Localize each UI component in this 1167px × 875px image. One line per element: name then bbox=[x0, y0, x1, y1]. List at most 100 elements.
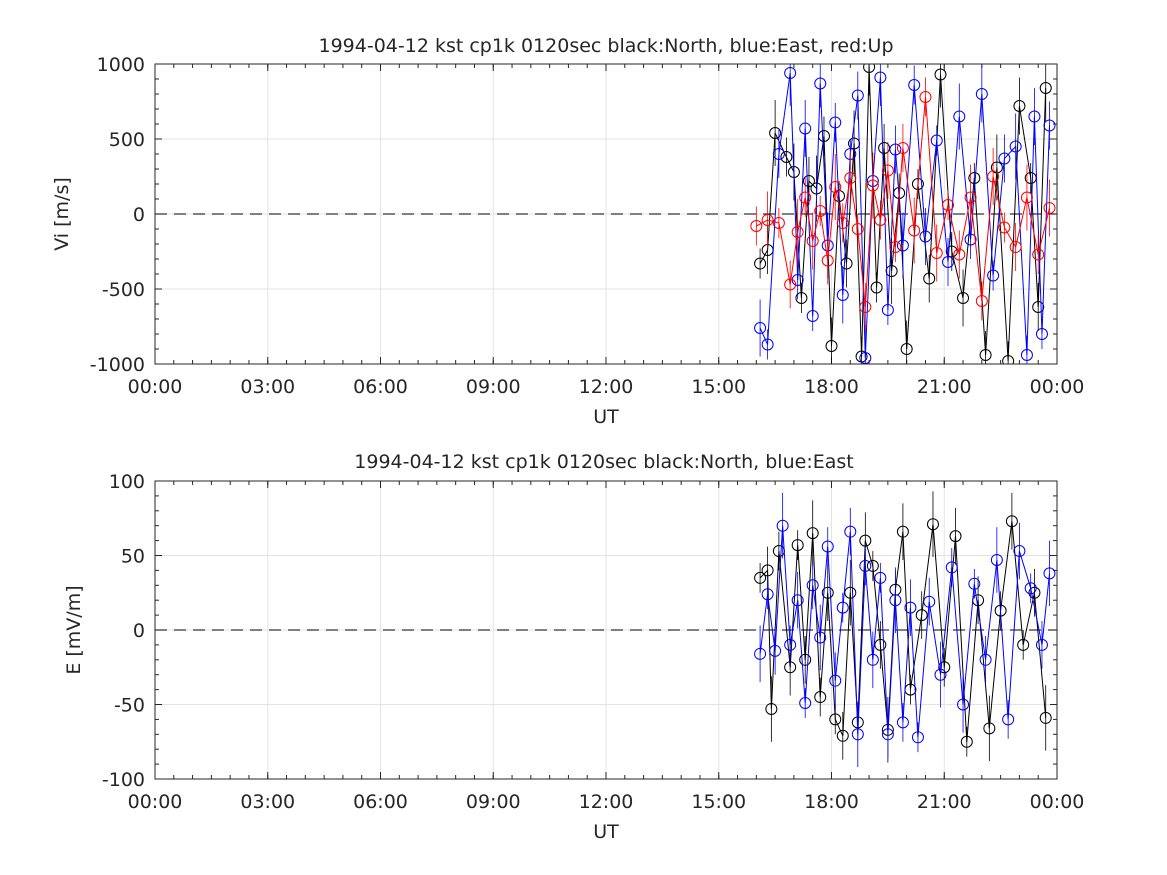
e-north-point bbox=[938, 661, 951, 674]
e-north-line bbox=[759, 521, 1047, 742]
e-y-axis-label: E [mV/m] bbox=[63, 585, 85, 674]
e-series-east bbox=[754, 492, 1056, 768]
e-east-point bbox=[968, 577, 981, 590]
e-north-point bbox=[1017, 638, 1030, 651]
vi-up-point bbox=[784, 278, 797, 291]
e-east-point bbox=[945, 561, 958, 574]
vi-up-point bbox=[998, 221, 1011, 234]
vi-east-point bbox=[851, 89, 864, 102]
vi-up-point bbox=[1009, 241, 1022, 253]
vi-east-point bbox=[1043, 119, 1056, 132]
e-east-point bbox=[821, 540, 834, 553]
vi-north-point bbox=[945, 245, 958, 258]
vi-up-point bbox=[908, 224, 921, 237]
e-x-tick-label: 03:00 bbox=[240, 791, 295, 813]
e-y-tick-label: 50 bbox=[121, 546, 145, 568]
e-east-point bbox=[791, 594, 804, 607]
e-north-point bbox=[1005, 515, 1018, 528]
e-north-point bbox=[814, 691, 827, 704]
vi-north-point bbox=[1039, 82, 1052, 94]
e-east-point bbox=[851, 728, 864, 741]
vi-up-point bbox=[987, 170, 1000, 183]
vi-x-axis-label: UT bbox=[593, 406, 619, 428]
vi-up-point bbox=[1032, 248, 1045, 261]
e-y-tick-label: -50 bbox=[114, 695, 145, 717]
e-north-point bbox=[799, 653, 812, 666]
e-east-point bbox=[1002, 713, 1015, 726]
e-east-point bbox=[1035, 638, 1048, 651]
vi-north-point bbox=[1032, 301, 1045, 313]
e-east-point bbox=[934, 668, 947, 681]
e-x-tick-labels: 00:00 03:00 06:00 09:00 12:00 15:00 18:00 21:00… bbox=[128, 791, 1085, 813]
e-north-point bbox=[1039, 711, 1052, 724]
vi-y-tick-label: 0 bbox=[133, 204, 145, 226]
e-east-point bbox=[990, 553, 1003, 566]
vi-east-point bbox=[1035, 328, 1048, 340]
vi-y-axis-label: Vi [m/s] bbox=[51, 177, 73, 251]
vi-x-tick-label: 00:00 bbox=[128, 376, 183, 398]
vi-east-point bbox=[806, 310, 819, 322]
e-east-point bbox=[836, 601, 849, 614]
vi-east-point bbox=[784, 67, 797, 79]
vi-up-point bbox=[942, 199, 955, 211]
vi-axes-box bbox=[154, 63, 1058, 365]
vi-north-point bbox=[780, 151, 793, 163]
e-y-tick-label: 0 bbox=[133, 620, 145, 642]
vi-east-point bbox=[987, 269, 1000, 282]
vi-east-point bbox=[874, 71, 887, 84]
e-y-tick-labels: 100 50 0 -50 -100 bbox=[102, 471, 145, 791]
vi-north-point bbox=[1013, 100, 1026, 112]
vi-up-point bbox=[791, 226, 804, 238]
vi-east-point bbox=[772, 148, 785, 160]
e-east-point bbox=[866, 653, 879, 666]
e-north-point bbox=[761, 564, 774, 577]
e-y-tick-label: -100 bbox=[102, 769, 145, 791]
vi-up-point bbox=[851, 223, 864, 235]
e-east-point bbox=[761, 588, 774, 601]
e-east-point bbox=[904, 601, 917, 614]
e-y-tick-label: 100 bbox=[109, 471, 145, 493]
vi-series-clip bbox=[750, 64, 1056, 364]
vi-up-point bbox=[874, 214, 887, 226]
vi-east-point bbox=[1009, 140, 1022, 153]
vi-north-point bbox=[754, 257, 767, 270]
vi-x-tick-label: 03:00 bbox=[240, 376, 295, 398]
vi-plot: 00:00 03:00 06:00 09:00 12:00 15:00 18:00 21:00… bbox=[51, 35, 1084, 428]
e-north-point bbox=[829, 713, 842, 726]
e-north-point bbox=[926, 518, 939, 531]
vi-up-line bbox=[756, 96, 1050, 308]
vi-up-point bbox=[799, 191, 812, 204]
e-east-point bbox=[911, 731, 924, 744]
vi-y-tick-labels: 1000 500 0 -500 -1000 bbox=[90, 54, 145, 376]
e-north-point bbox=[754, 571, 767, 584]
e-east-point bbox=[889, 594, 902, 607]
e-east-point bbox=[1043, 567, 1056, 580]
vi-x-tick-label: 18:00 bbox=[804, 376, 859, 398]
e-east-point bbox=[769, 644, 782, 657]
vi-north-point bbox=[795, 292, 808, 304]
e-east-point bbox=[799, 697, 812, 710]
vi-up-point bbox=[814, 205, 827, 217]
e-north-point bbox=[765, 702, 778, 715]
vi-east-point bbox=[814, 77, 827, 90]
vi-up-point bbox=[836, 217, 849, 229]
vi-north-point bbox=[885, 265, 898, 277]
vi-east-point bbox=[829, 116, 842, 129]
e-x-tick-label: 00:00 bbox=[1030, 791, 1085, 813]
vi-up-point bbox=[806, 235, 819, 247]
e-x-tick-label: 00:00 bbox=[128, 791, 183, 813]
vi-y-tick-label: 500 bbox=[109, 129, 145, 151]
vi-east-point bbox=[953, 110, 966, 123]
vi-east-line bbox=[759, 72, 1050, 359]
vi-y-tick-label: -500 bbox=[102, 279, 145, 301]
e-east-point bbox=[1024, 582, 1037, 595]
vi-up-point bbox=[844, 172, 857, 184]
e-x-tick-label: 18:00 bbox=[804, 791, 859, 813]
vi-east-point bbox=[881, 304, 894, 316]
e-east-point bbox=[829, 674, 842, 687]
e-north-point bbox=[874, 638, 887, 651]
vi-up-point bbox=[821, 254, 834, 267]
e-north-point bbox=[866, 559, 879, 572]
e-x-tick-label: 12:00 bbox=[579, 791, 634, 813]
